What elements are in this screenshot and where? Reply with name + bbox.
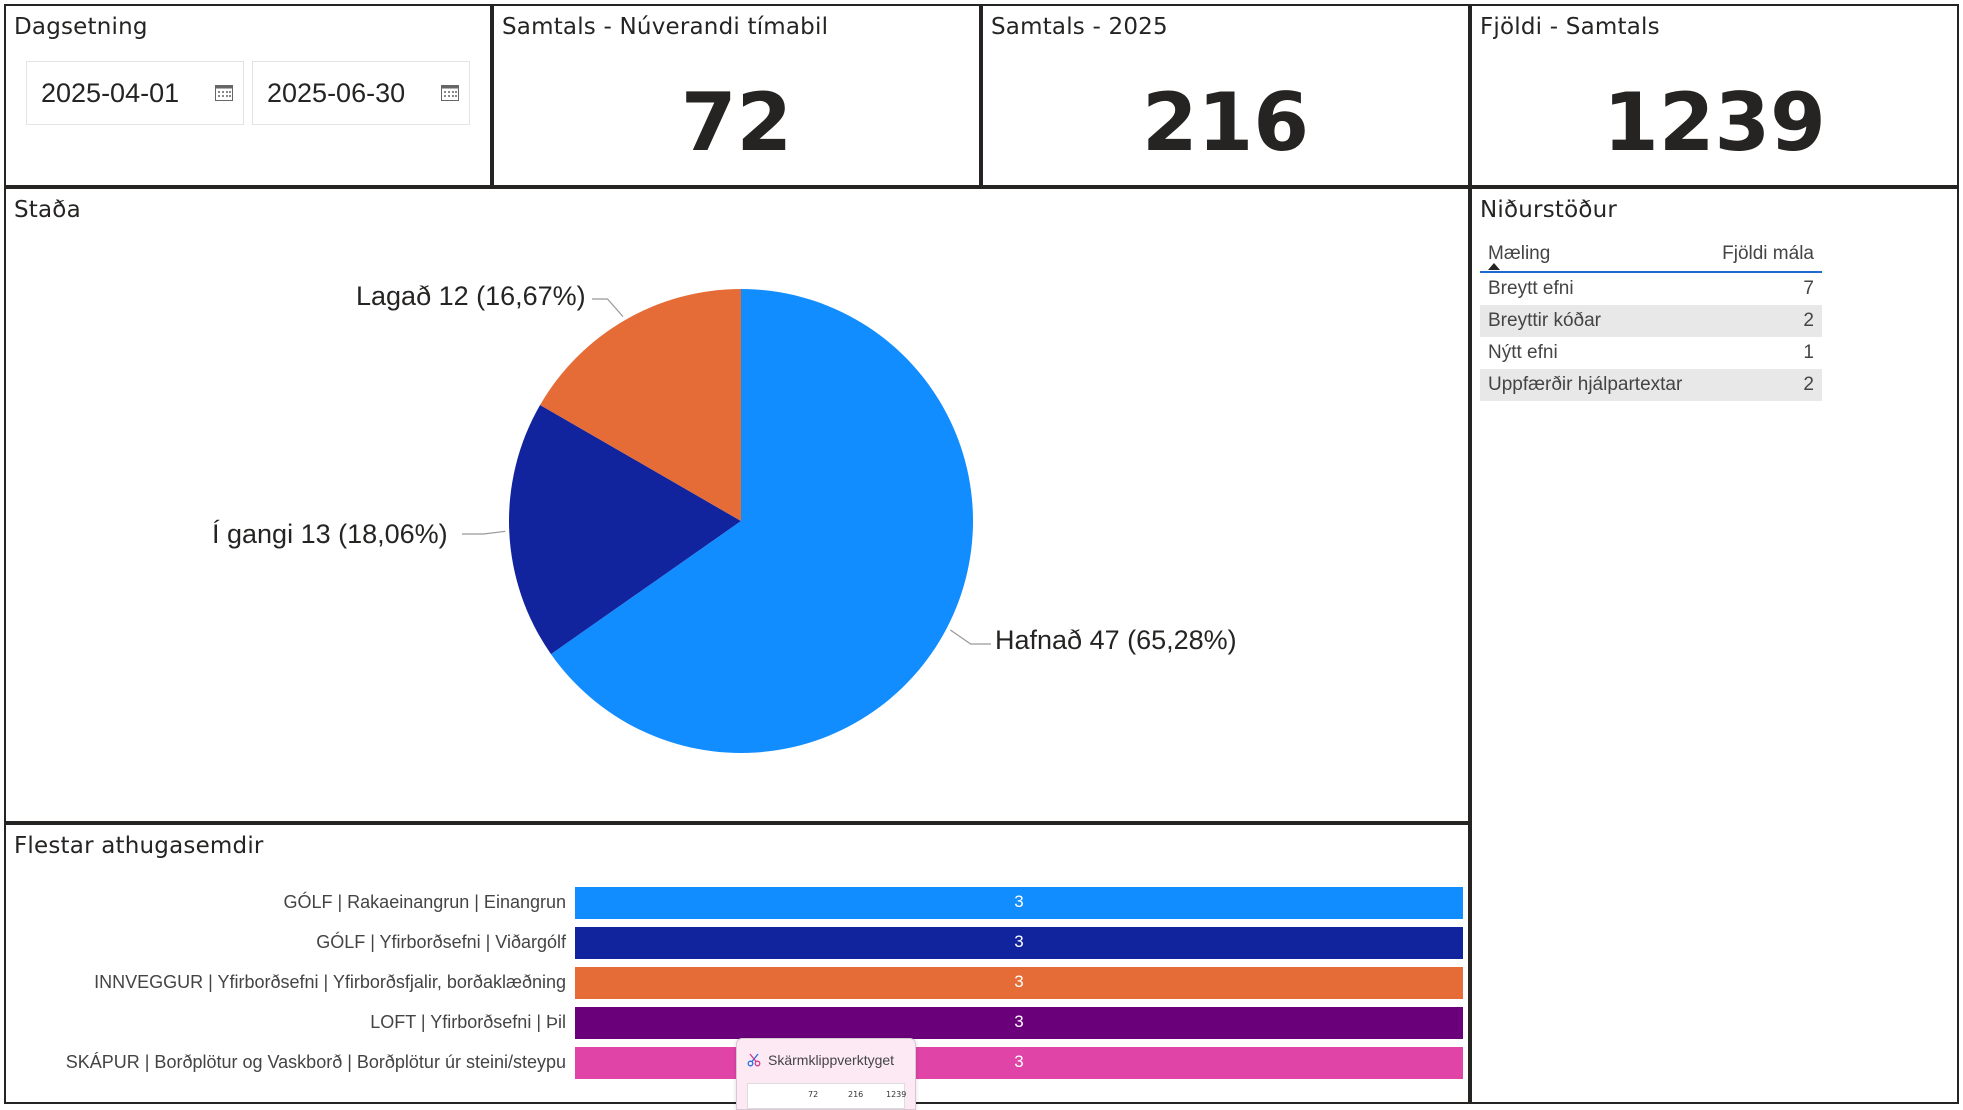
calendar-icon[interactable] <box>215 84 233 101</box>
row-name: Breyttir kóðar <box>1488 310 1601 331</box>
pie-leader-line <box>592 298 624 318</box>
kpi-card-total: Fjöldi - Samtals 1239 <box>1470 4 1959 187</box>
kpi-title: Samtals - 2025 <box>991 14 1168 40</box>
row-count: 1 <box>1803 342 1814 363</box>
bar[interactable]: 3 <box>575 887 1463 919</box>
end-date-input[interactable]: 2025-06-30 <box>252 61 470 125</box>
status-pie-chart <box>462 289 991 753</box>
table-row[interactable]: Breyttir kóðar 2 <box>1480 305 1822 337</box>
comments-chart-title: Flestar athugasemdir <box>14 833 264 859</box>
date-slicer-panel: Dagsetning 2025-04-01 2025-06-30 <box>4 4 492 187</box>
bar-value-label: 3 <box>1014 1012 1024 1031</box>
bar-value-label: 3 <box>1014 932 1024 951</box>
row-name: Breytt efni <box>1488 278 1574 299</box>
row-count: 7 <box>1803 278 1814 299</box>
bar[interactable]: 3 <box>575 1007 1463 1039</box>
results-table: Mæling Fjöldi mála Breytt efni 7 Breytti… <box>1480 239 1822 401</box>
bar-value-label: 3 <box>1014 1052 1024 1071</box>
kpi-value: 1239 <box>1603 76 1826 169</box>
pie-label-i-gangi: Í gangi 13 (18,06%) <box>212 519 448 549</box>
bar[interactable]: 3 <box>575 967 1463 999</box>
pie-slice[interactable] <box>550 289 973 753</box>
bar-category-label: SKÁPUR | Borðplötur og Vaskborð | Borðpl… <box>65 1052 566 1072</box>
snip-thumb-value: 72 <box>808 1090 819 1099</box>
end-date-value: 2025-06-30 <box>267 78 406 108</box>
pie-leader-line <box>949 629 991 645</box>
bar-category-label: GÓLF | Rakaeinangrun | Einangrun <box>283 892 566 912</box>
status-chart-title: Staða <box>14 197 81 223</box>
pie-leader-line <box>462 530 506 535</box>
row-count: 2 <box>1803 374 1814 395</box>
row-name: Uppfærðir hjálpartextar <box>1488 374 1683 395</box>
table-header: Mæling Fjöldi mála <box>1480 239 1822 273</box>
date-slicer-title: Dagsetning <box>14 14 148 40</box>
pie-label-hafnad: Hafnað 47 (65,28%) <box>995 625 1237 655</box>
calendar-icon[interactable] <box>441 84 459 101</box>
table-row[interactable]: Breytt efni 7 <box>1480 273 1822 305</box>
table-row[interactable]: Nýtt efni 1 <box>1480 337 1822 369</box>
bar-chart-area: 3 3 3 3 3 <box>575 825 1467 1102</box>
snipping-tool-popup[interactable]: Skärmklippverktyget 72 216 1239 <box>736 1038 916 1110</box>
sort-ascending-icon[interactable] <box>1488 263 1500 270</box>
row-count: 2 <box>1803 310 1814 331</box>
bar-category-label: GÓLF | Yfirborðsefni | Viðargólf <box>316 932 566 952</box>
pie-slice[interactable] <box>540 289 741 521</box>
kpi-card-year: Samtals - 2025 216 <box>981 4 1470 187</box>
bar-category-label: LOFT | Yfirborðsefni | Þil <box>370 1012 566 1032</box>
bar[interactable]: 3 <box>575 1047 1463 1079</box>
bar-value-label: 3 <box>1014 892 1024 911</box>
column-header-count[interactable]: Fjöldi mála <box>1722 243 1814 264</box>
kpi-title: Samtals - Núverandi tímabil <box>502 14 829 40</box>
snipping-tool-title: Skärmklippverktyget <box>768 1052 895 1068</box>
snip-thumbnail: 72 216 1239 <box>747 1083 907 1109</box>
results-table-title: Niðurstöður <box>1480 197 1618 223</box>
kpi-value: 72 <box>680 76 793 169</box>
bar-category-label: INNVEGGUR | Yfirborðsefni | Yfirborðsfja… <box>94 972 566 992</box>
scissors-icon <box>747 1053 761 1067</box>
bar-category-labels: GÓLF | Rakaeinangrun | Einangrun GÓLF | Y… <box>6 825 566 1102</box>
kpi-card-current-period: Samtals - Núverandi tímabil 72 <box>492 4 981 187</box>
status-chart-panel: Staða Lagað 12 (16,67%) Í gangi 13 (18,0… <box>4 187 1470 823</box>
kpi-value: 216 <box>1142 76 1309 169</box>
bar-value-label: 3 <box>1014 972 1024 991</box>
pie-slice[interactable] <box>508 405 741 655</box>
column-header-measure[interactable]: Mæling <box>1488 243 1551 264</box>
start-date-value: 2025-04-01 <box>41 78 180 108</box>
bar[interactable]: 3 <box>575 927 1463 959</box>
start-date-input[interactable]: 2025-04-01 <box>26 61 244 125</box>
row-name: Nýtt efni <box>1488 342 1558 363</box>
snip-thumb-value: 1239 <box>886 1090 907 1099</box>
pie-label-lagad: Lagað 12 (16,67%) <box>356 281 586 311</box>
results-table-panel: Niðurstöður Mæling Fjöldi mála Breytt ef… <box>1470 187 1959 1104</box>
kpi-title: Fjöldi - Samtals <box>1480 14 1660 40</box>
table-row[interactable]: Uppfærðir hjálpartextar 2 <box>1480 369 1822 401</box>
snip-thumb-value: 216 <box>848 1090 864 1099</box>
